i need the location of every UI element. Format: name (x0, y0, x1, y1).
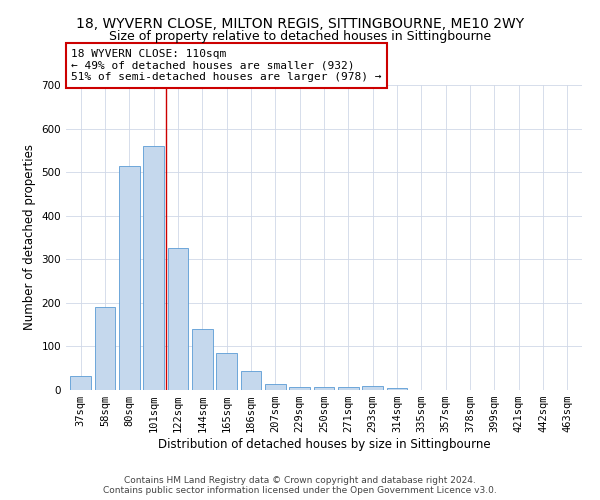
Text: 18 WYVERN CLOSE: 110sqm
← 49% of detached houses are smaller (932)
51% of semi-d: 18 WYVERN CLOSE: 110sqm ← 49% of detache… (71, 49, 382, 82)
Y-axis label: Number of detached properties: Number of detached properties (23, 144, 36, 330)
Bar (167, 248, 188, 390)
Bar (289, 387, 310, 390)
Bar (265, 384, 286, 390)
Bar (95, 307, 115, 390)
Text: Contains HM Land Registry data © Crown copyright and database right 2024.
Contai: Contains HM Land Registry data © Crown c… (103, 476, 497, 495)
Bar (338, 388, 359, 390)
Bar (143, 146, 164, 390)
Text: Size of property relative to detached houses in Sittingbourne: Size of property relative to detached ho… (109, 30, 491, 43)
Bar (241, 371, 262, 390)
X-axis label: Distribution of detached houses by size in Sittingbourne: Distribution of detached houses by size … (158, 438, 490, 451)
Bar (362, 386, 383, 390)
Bar (119, 166, 140, 390)
Bar (70, 376, 91, 390)
Bar (314, 388, 334, 390)
Bar (386, 388, 407, 390)
Bar (192, 329, 212, 390)
Bar (216, 353, 237, 390)
Text: 18, WYVERN CLOSE, MILTON REGIS, SITTINGBOURNE, ME10 2WY: 18, WYVERN CLOSE, MILTON REGIS, SITTINGB… (76, 18, 524, 32)
